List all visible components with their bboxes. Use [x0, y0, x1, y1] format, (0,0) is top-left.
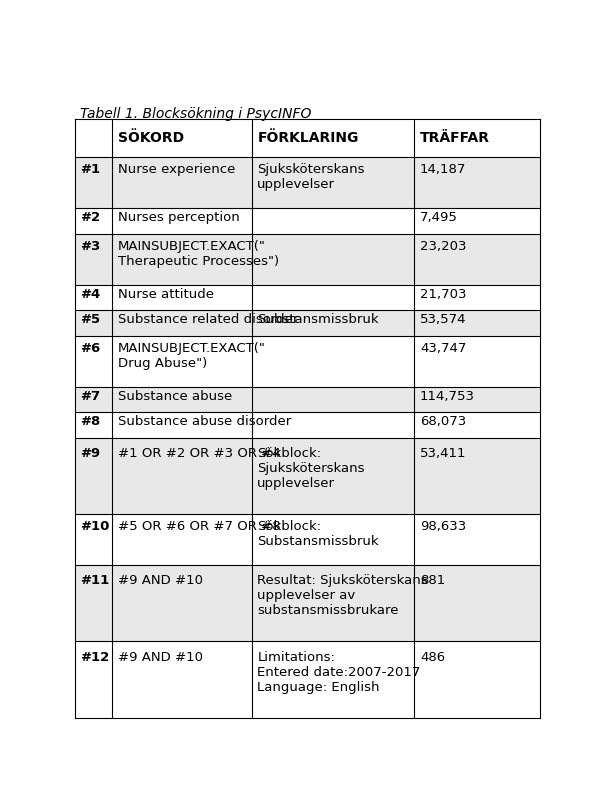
- Text: #12: #12: [80, 650, 110, 663]
- Text: 53,411: 53,411: [420, 446, 467, 460]
- Text: MAINSUBJECT.EXACT("
Therapeutic Processes"): MAINSUBJECT.EXACT(" Therapeutic Processe…: [118, 240, 279, 268]
- Bar: [75, 310, 540, 335]
- Text: Sökblock:
Substansmissbruk: Sökblock: Substansmissbruk: [257, 520, 379, 548]
- Text: #5: #5: [80, 313, 101, 326]
- Bar: [75, 412, 540, 437]
- Text: 53,574: 53,574: [420, 313, 467, 326]
- Text: #11: #11: [80, 574, 110, 587]
- Text: Resultat: Sjuksköterskans
upplevelser av
substansmissbrukare: Resultat: Sjuksköterskans upplevelser av…: [257, 574, 428, 617]
- Text: #5 OR #6 OR #7 OR #8: #5 OR #6 OR #7 OR #8: [118, 520, 280, 533]
- Text: FÖRKLARING: FÖRKLARING: [257, 131, 359, 145]
- Text: Nurse attitude: Nurse attitude: [118, 288, 214, 301]
- Bar: [75, 437, 540, 514]
- Bar: [75, 386, 540, 412]
- Text: Substance abuse: Substance abuse: [118, 390, 232, 403]
- Text: 21,703: 21,703: [420, 288, 467, 301]
- Text: 486: 486: [420, 650, 445, 663]
- Text: #8: #8: [80, 415, 101, 428]
- Bar: [75, 335, 540, 386]
- Text: 7,495: 7,495: [420, 211, 458, 224]
- Text: 881: 881: [420, 574, 445, 587]
- Text: #1 OR #2 OR #3 OR #4: #1 OR #2 OR #3 OR #4: [118, 446, 281, 460]
- Text: Substance abuse disorder: Substance abuse disorder: [118, 415, 291, 428]
- Text: Substansmissbruk: Substansmissbruk: [257, 313, 379, 326]
- Text: #6: #6: [80, 342, 101, 355]
- Text: #2: #2: [80, 211, 101, 224]
- Text: 23,203: 23,203: [420, 240, 467, 253]
- Text: 114,753: 114,753: [420, 390, 475, 403]
- Text: MAINSUBJECT.EXACT("
Drug Abuse"): MAINSUBJECT.EXACT(" Drug Abuse"): [118, 342, 266, 369]
- Bar: [75, 284, 540, 310]
- Text: Limitations:
Entered date:2007-2017
Language: English: Limitations: Entered date:2007-2017 Lang…: [257, 650, 421, 693]
- Bar: [75, 208, 540, 233]
- Bar: [75, 565, 540, 642]
- Text: 68,073: 68,073: [420, 415, 466, 428]
- Bar: [75, 119, 540, 157]
- Text: TRÄFFAR: TRÄFFAR: [420, 131, 490, 145]
- Text: Tabell 1. Blocksökning i PsycINFO: Tabell 1. Blocksökning i PsycINFO: [80, 107, 311, 121]
- Text: Nurses perception: Nurses perception: [118, 211, 239, 224]
- Bar: [75, 157, 540, 208]
- Text: 43,747: 43,747: [420, 342, 466, 355]
- Text: Sökblock:
Sjuksköterskans
upplevelser: Sökblock: Sjuksköterskans upplevelser: [257, 446, 365, 490]
- Text: #9 AND #10: #9 AND #10: [118, 650, 203, 663]
- Text: #3: #3: [80, 240, 101, 253]
- Text: SÖKORD: SÖKORD: [118, 131, 184, 145]
- Text: 98,633: 98,633: [420, 520, 466, 533]
- Text: #7: #7: [80, 390, 101, 403]
- Text: #4: #4: [80, 288, 101, 301]
- Text: #10: #10: [80, 520, 110, 533]
- Text: #9 AND #10: #9 AND #10: [118, 574, 203, 587]
- Bar: [75, 233, 540, 284]
- Text: Substance related disorder: Substance related disorder: [118, 313, 298, 326]
- Text: #9: #9: [80, 446, 101, 460]
- Bar: [75, 514, 540, 565]
- Text: 14,187: 14,187: [420, 164, 466, 177]
- Text: #1: #1: [80, 164, 101, 177]
- Text: Sjuksköterskans
upplevelser: Sjuksköterskans upplevelser: [257, 164, 365, 191]
- Text: Nurse experience: Nurse experience: [118, 164, 235, 177]
- Bar: [75, 642, 540, 718]
